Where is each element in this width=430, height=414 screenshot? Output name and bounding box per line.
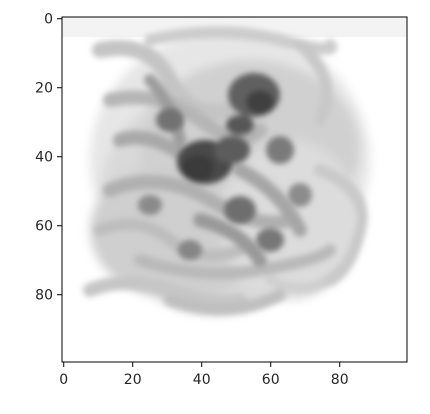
y-tick-label: 20	[35, 81, 53, 97]
y-axis-ticks: 0 20 40 60 80	[35, 12, 62, 304]
x-tick-label: 80	[331, 372, 349, 388]
x-tick-label: 0	[59, 372, 68, 388]
y-tick-label: 80	[35, 288, 53, 304]
x-tick-label: 60	[262, 372, 280, 388]
y-tick-label: 60	[35, 219, 53, 235]
x-tick-label: 40	[193, 372, 211, 388]
x-tick-label: 20	[124, 372, 142, 388]
axes-frame	[61, 16, 408, 363]
y-tick-label: 0	[44, 12, 53, 28]
y-tick-label: 40	[35, 150, 53, 166]
x-axis-ticks: 0 20 40 60 80	[59, 362, 349, 388]
heatmap-image	[62, 17, 407, 315]
